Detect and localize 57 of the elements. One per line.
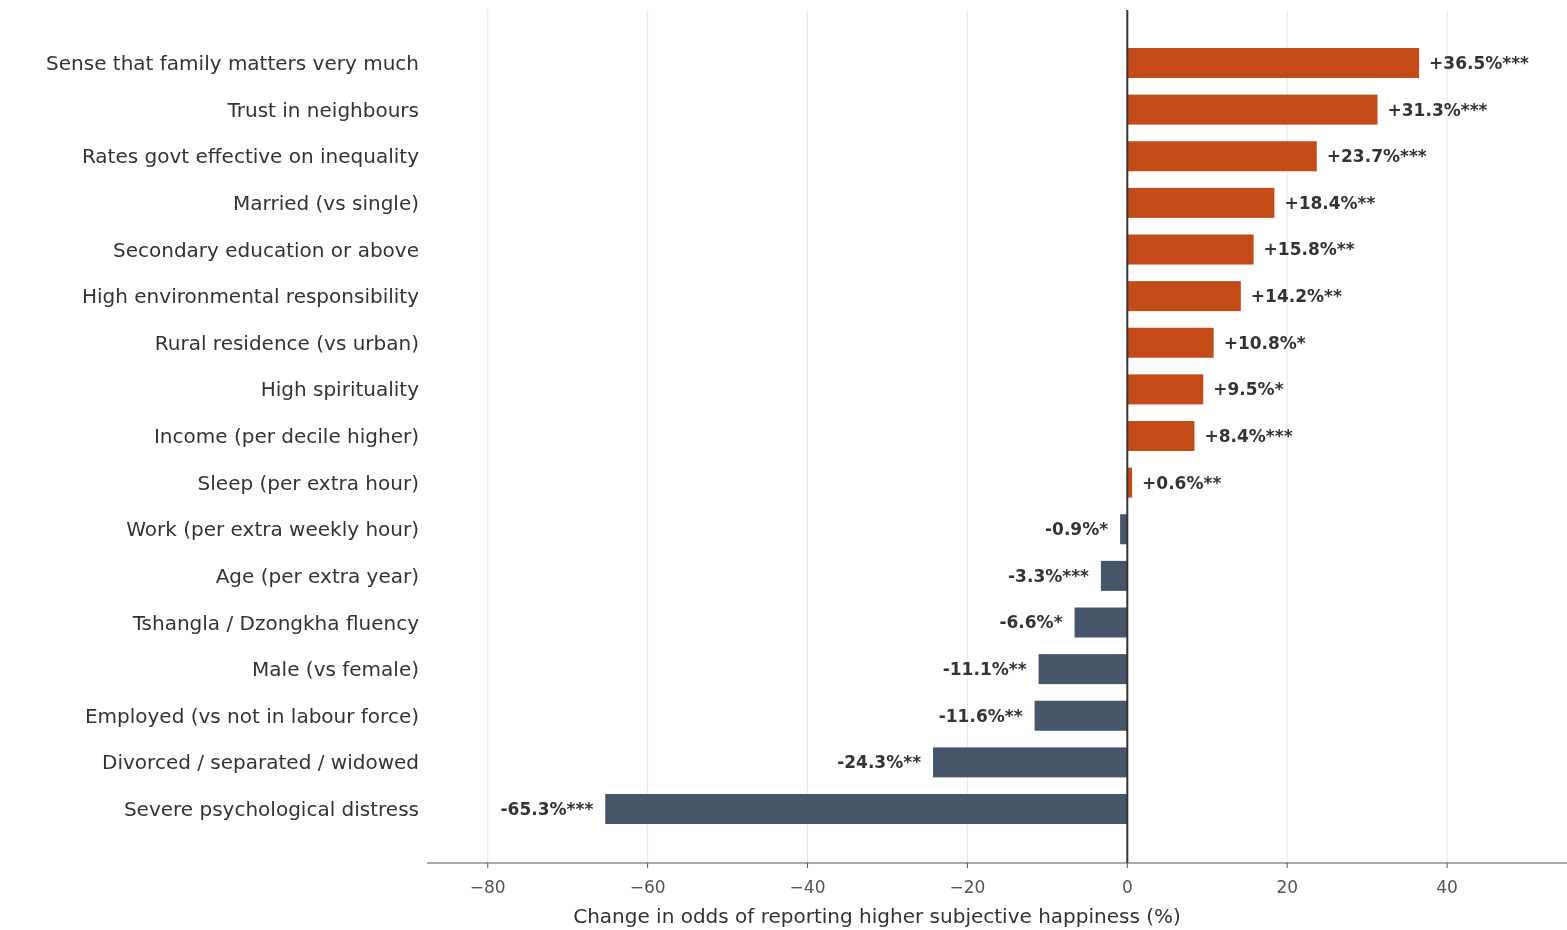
data-label: +18.4%** [1284,192,1376,213]
bar [1127,187,1275,218]
y-tick-label: Work (per extra weekly hour) [126,517,419,542]
bar [1127,141,1317,172]
y-tick-label: Sleep (per extra hour) [197,470,419,495]
data-label: +9.5%* [1213,379,1284,400]
y-tick-label: Trust in neighbours [226,97,419,122]
bar [1127,281,1241,312]
data-label: -3.3%*** [1008,565,1090,586]
x-tick-label: 20 [1276,877,1299,897]
bar [1074,607,1128,638]
y-tick-label: Severe psychological distress [123,797,419,821]
bar [1127,374,1204,405]
y-tick-label: Rates govt effective on inequality [81,144,420,169]
y-tick-label: Divorced / separated / widowed [102,750,419,775]
data-label: -11.6%** [938,705,1023,726]
y-tick-label: Employed (vs not in labour force) [84,703,419,728]
y-tick-label: Tshangla / Dzongkha fluency [131,610,420,635]
y-tick-label: Age (per extra year) [215,563,419,588]
data-label: -0.9%* [1045,519,1109,540]
bar [1034,700,1128,731]
data-label: +8.4%*** [1204,425,1293,446]
x-tick-label: −60 [629,877,666,897]
x-axis-title: Change in odds of reporting higher subjective happiness (%) [573,904,1181,928]
y-tick-label: High environmental responsibility [81,284,420,309]
y-tick-label: Rural residence (vs urban) [154,330,419,355]
data-label: -24.3%** [837,752,922,773]
y-tick-label: Sense that family matters very much [46,51,419,75]
y-tick-label: Secondary education or above [112,237,419,262]
bar [1100,560,1128,591]
bar [605,794,1128,824]
data-label: -65.3%*** [500,798,594,819]
data-label: +0.6%** [1142,472,1222,493]
x-tick-label: 0 [1121,877,1133,897]
x-tick-label: −40 [789,877,826,897]
x-tick-label: 40 [1436,877,1458,897]
x-tick-label: −80 [469,877,506,897]
data-label: +23.7%*** [1326,146,1427,167]
data-label: -11.1%** [942,659,1027,680]
bar [1127,48,1420,78]
y-tick-label: Income (per decile higher) [153,424,419,448]
data-label: +15.8%** [1263,239,1355,260]
y-tick-label: Married (vs single) [233,190,419,215]
y-tick-label: High spirituality [260,377,420,402]
y-tick-label: Male (vs female) [252,657,419,682]
bar [1127,94,1378,125]
data-label: +36.5%*** [1429,52,1530,73]
bar [1127,421,1195,451]
bar [933,747,1128,778]
bar [1038,654,1128,685]
data-label: +10.8%* [1223,332,1306,353]
data-label: +14.2%** [1250,286,1342,307]
data-label: -6.6%* [999,612,1063,633]
bar [1127,327,1214,358]
bar [1127,234,1254,265]
data-label: +31.3%*** [1387,99,1488,120]
x-tick-label: −20 [949,877,986,897]
